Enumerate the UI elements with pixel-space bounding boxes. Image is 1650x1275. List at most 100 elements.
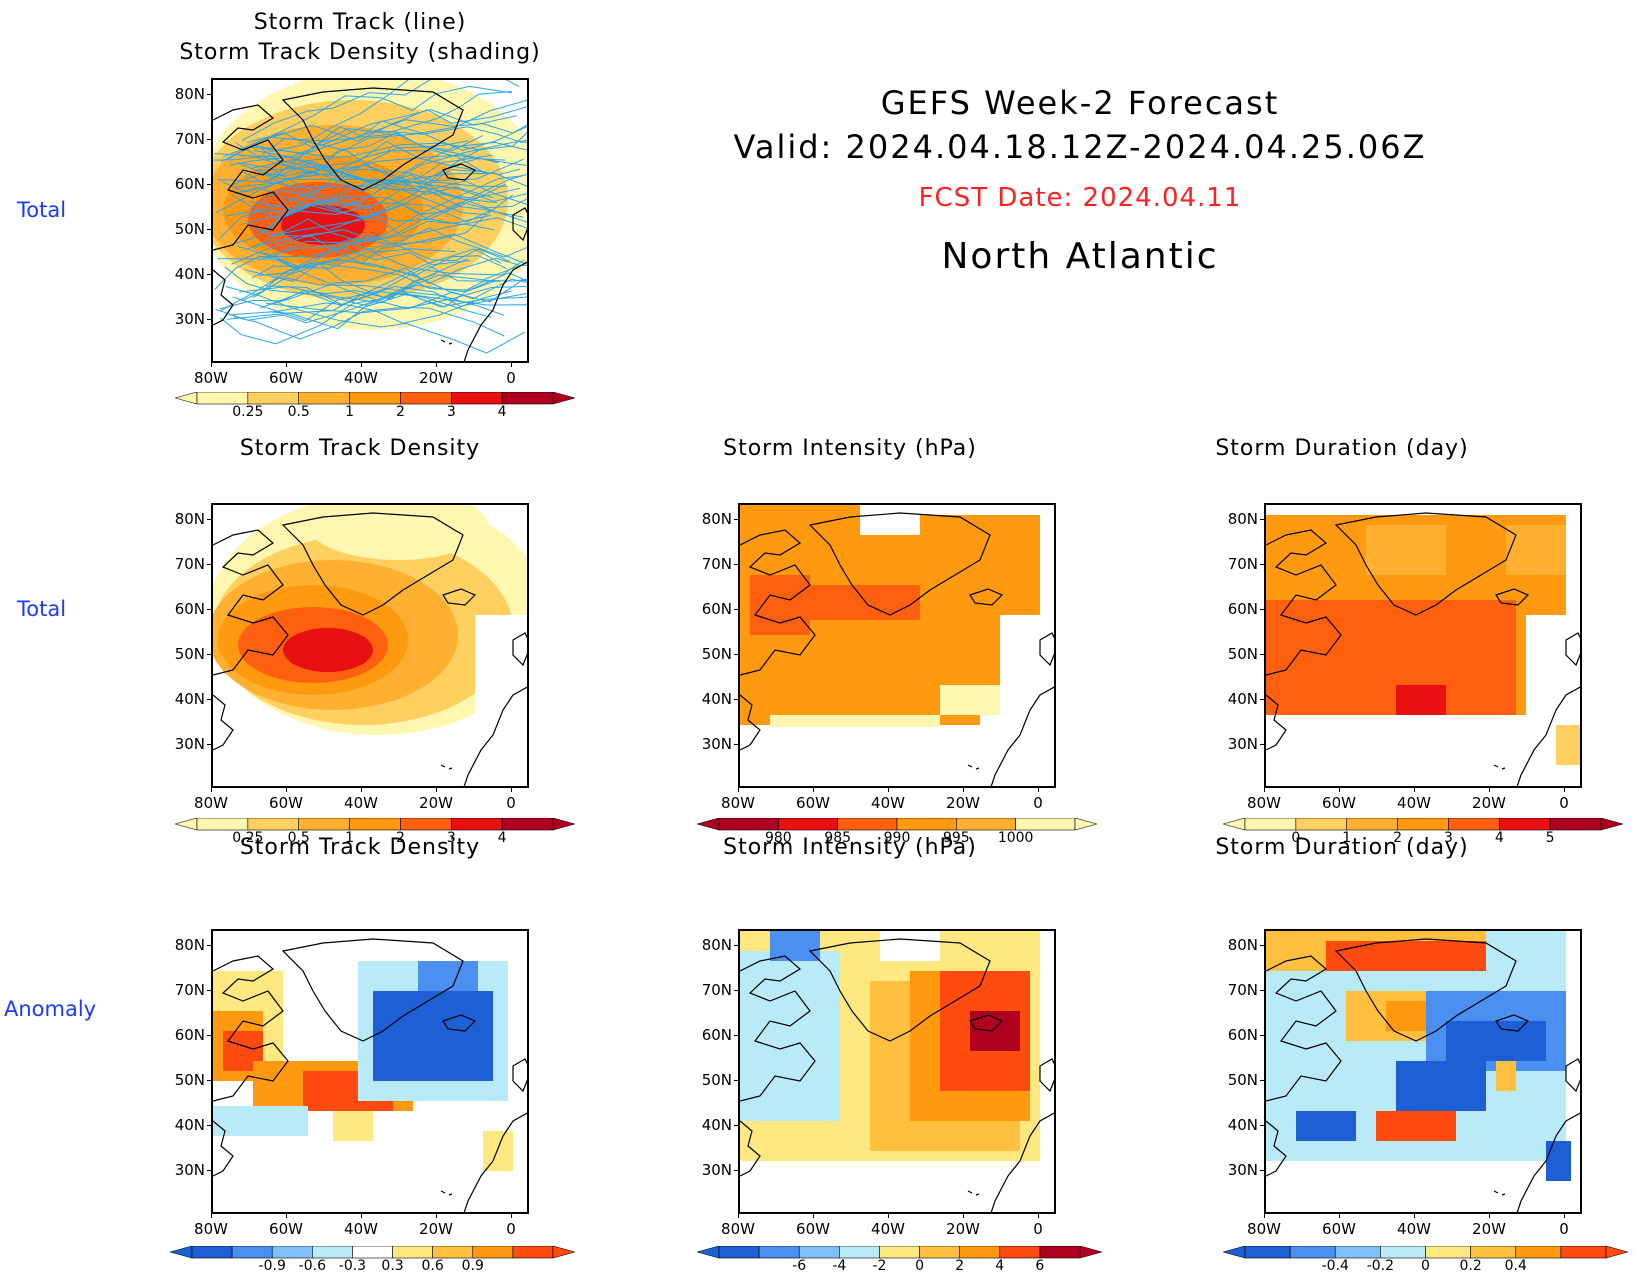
colorbar	[175, 392, 575, 405]
coastline	[281, 512, 464, 616]
colorbar-arrow-right	[1605, 1246, 1628, 1259]
colorbar-label: -0.6	[298, 1258, 326, 1274]
grid-cell	[213, 1106, 308, 1136]
coastline	[512, 1058, 527, 1093]
lat-tick-label: 60N	[701, 600, 732, 618]
lat-tick	[734, 1170, 740, 1171]
colorbar	[1223, 1246, 1628, 1259]
lon-tick	[211, 1212, 212, 1218]
colorbar-label: -0.2	[1366, 1258, 1395, 1274]
colorbar-segment	[1334, 1246, 1381, 1259]
coastline	[442, 163, 477, 181]
lon-tick-label: 20W	[419, 369, 453, 387]
grid-cell	[333, 1111, 373, 1141]
colorbar-segment	[758, 1246, 800, 1259]
lat-tick	[1260, 519, 1266, 520]
storm-track-line	[240, 141, 527, 181]
coastline	[967, 1190, 980, 1196]
colorbar	[175, 818, 575, 831]
coastline	[967, 764, 980, 770]
colorbar-label: 2	[395, 830, 405, 846]
colorbar-segment	[1295, 818, 1348, 831]
colorbar-segment	[1397, 818, 1449, 831]
lon-tick	[436, 361, 437, 367]
lat-tick	[1260, 564, 1266, 565]
grid-cell	[1296, 1111, 1356, 1141]
lat-tick-label: 70N	[1227, 981, 1258, 999]
lat-tick-label: 80N	[1227, 936, 1258, 954]
lat-tick	[734, 654, 740, 655]
lat-tick-label: 70N	[1227, 555, 1258, 573]
lon-tick-label: 0	[506, 369, 516, 387]
storm-track-line	[271, 263, 527, 299]
colorbar-label: 0	[1421, 1258, 1430, 1274]
lat-tick-label: 70N	[701, 555, 732, 573]
colorbar-label: 5	[1545, 830, 1555, 846]
storm-track-line	[264, 252, 527, 303]
lon-tick	[888, 1212, 889, 1218]
lat-tick	[207, 1080, 213, 1081]
lat-tick	[1260, 1125, 1266, 1126]
colorbar-segment	[400, 392, 452, 405]
colorbar	[697, 1246, 1102, 1259]
colorbar-label: 990	[883, 830, 911, 846]
colorbar-segment	[400, 818, 452, 831]
colorbar-segment	[1549, 818, 1602, 831]
coastline	[1495, 588, 1530, 606]
lat-tick	[207, 945, 213, 946]
lon-tick	[738, 1212, 739, 1218]
colorbar-segment	[879, 1246, 920, 1259]
grid-cell	[1326, 941, 1486, 971]
coastline	[808, 938, 991, 1042]
colorbar-label: 0	[1291, 830, 1301, 846]
colorbar-label: 4	[497, 404, 507, 420]
grid-cell	[1556, 725, 1580, 765]
colorbar-label: 3	[1443, 830, 1453, 846]
storm-track-line	[217, 214, 488, 260]
storm-track-line	[219, 258, 468, 345]
lat-tick-label: 50N	[174, 1071, 205, 1089]
map-svg	[213, 505, 527, 786]
lon-tick-label: 40W	[344, 1220, 378, 1238]
grid-cell	[1396, 685, 1446, 715]
lat-tick	[207, 609, 213, 610]
colorbar-segment	[512, 1246, 554, 1259]
lat-tick-label: 60N	[1227, 1026, 1258, 1044]
coastline	[1334, 938, 1517, 1042]
colorbar-label: 0.4	[1504, 1258, 1527, 1274]
colorbar-segment	[1015, 818, 1076, 831]
lat-tick-label: 70N	[174, 981, 205, 999]
lat-tick	[734, 699, 740, 700]
lat-tick-label: 80N	[1227, 510, 1258, 528]
grid-cell	[880, 931, 940, 961]
map-storm-track-lines	[211, 78, 529, 363]
lon-tick-label: 40W	[871, 794, 905, 812]
lon-tick	[1038, 786, 1039, 792]
colorbar-segment	[956, 818, 1016, 831]
storm-track-line	[258, 234, 510, 276]
colorbar-segment	[1346, 818, 1398, 831]
colorbar-label: 995	[942, 830, 970, 846]
lon-tick-label: 20W	[419, 794, 453, 812]
grid-cell	[740, 505, 870, 525]
coastline	[1565, 1058, 1580, 1093]
map-svg	[1266, 931, 1580, 1212]
colorbar-label: 4	[1494, 830, 1504, 846]
coastline	[463, 686, 527, 786]
panel-6-title: Storm Duration (day)	[1215, 835, 1469, 860]
colorbar-label: 0.25	[232, 830, 264, 846]
lon-tick	[511, 786, 512, 792]
colorbar-segment	[247, 818, 300, 831]
lon-tick	[436, 786, 437, 792]
lon-tick-label: 80W	[721, 794, 755, 812]
lon-tick	[211, 786, 212, 792]
colorbar	[1223, 818, 1623, 831]
storm-track-line	[251, 255, 507, 279]
lon-tick-label: 0	[1033, 794, 1043, 812]
storm-track-line	[270, 233, 527, 265]
lon-tick-label: 20W	[419, 1220, 453, 1238]
lon-tick-label: 40W	[871, 1220, 905, 1238]
colorbar-segment	[919, 1246, 960, 1259]
lat-tick	[1260, 1035, 1266, 1036]
coastline	[740, 955, 816, 1102]
